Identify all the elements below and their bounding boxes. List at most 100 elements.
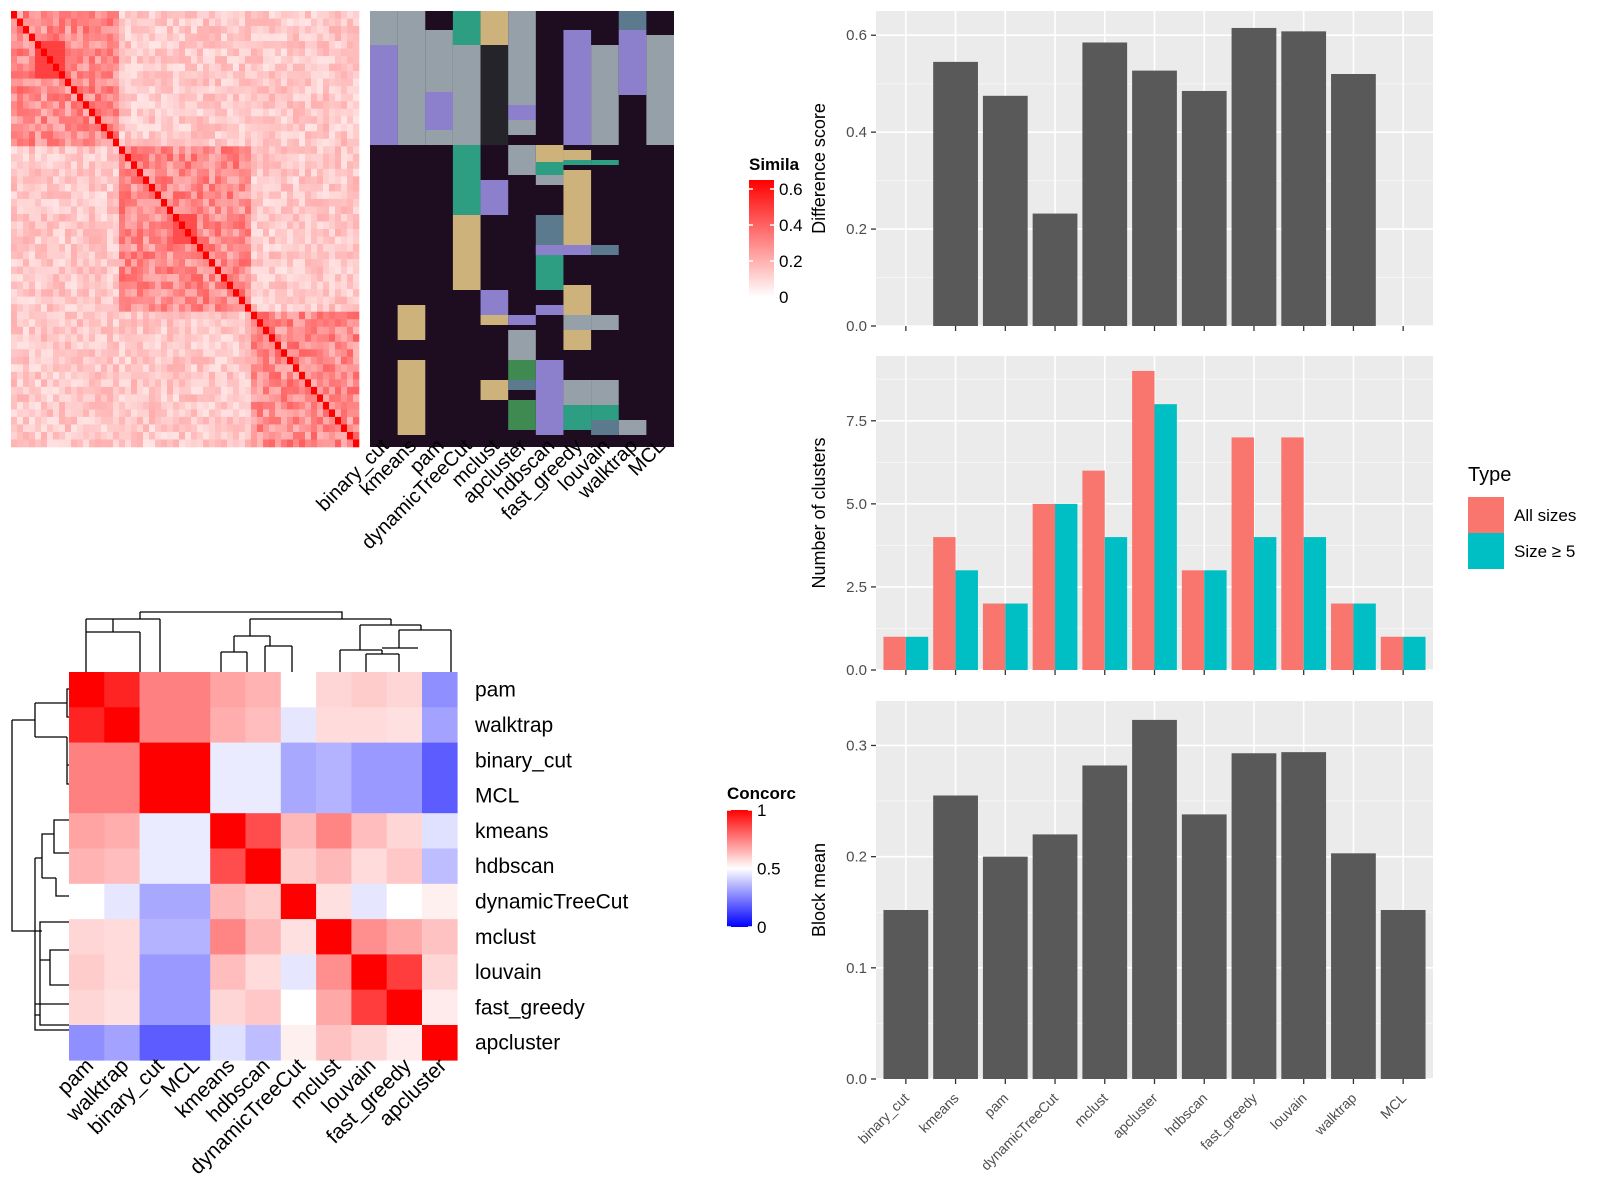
- y-axis-label: Block mean: [809, 843, 829, 937]
- similarity-cell: [221, 424, 228, 433]
- similarity-cell: [347, 93, 354, 102]
- similarity-cell: [221, 304, 228, 312]
- similarity-cell: [209, 131, 216, 140]
- similarity-cell: [125, 266, 132, 275]
- concordance-cell: [104, 848, 140, 885]
- similarity-cell: [35, 183, 42, 192]
- similarity-cell: [293, 424, 300, 433]
- membership-block: [563, 315, 592, 330]
- similarity-cell: [23, 266, 30, 275]
- similarity-cell: [155, 341, 162, 350]
- similarity-cell: [143, 281, 150, 290]
- similarity-cell: [17, 334, 24, 343]
- similarity-cell: [65, 18, 72, 27]
- similarity-cell: [89, 386, 96, 395]
- similarity-cell: [149, 401, 156, 410]
- similarity-cell: [281, 221, 288, 230]
- similarity-cell: [239, 191, 246, 200]
- similarity-cell: [47, 439, 54, 448]
- similarity-cell: [11, 259, 18, 267]
- similarity-cell: [17, 251, 24, 260]
- similarity-cell: [323, 33, 330, 42]
- concordance-row-label: fast_greedy: [475, 996, 585, 1019]
- similarity-cell: [83, 259, 90, 267]
- similarity-cell: [107, 379, 114, 388]
- similarity-cell: [311, 319, 318, 328]
- similarity-cell: [131, 266, 138, 275]
- similarity-cell: [35, 401, 42, 410]
- similarity-cell: [101, 48, 108, 57]
- similarity-cell: [245, 371, 252, 380]
- similarity-cell: [77, 108, 84, 117]
- similarity-cell: [101, 236, 108, 245]
- similarity-cell: [251, 221, 258, 230]
- similarity-cell: [203, 236, 210, 245]
- similarity-cell: [149, 296, 156, 305]
- similarity-cell: [71, 281, 78, 290]
- similarity-cell: [305, 123, 312, 132]
- similarity-cell: [251, 244, 258, 252]
- similarity-cell: [227, 439, 234, 448]
- similarity-cell: [83, 108, 90, 117]
- similarity-cell: [197, 236, 204, 245]
- similarity-cell: [125, 26, 132, 34]
- similarity-cell: [323, 326, 330, 335]
- similarity-cell: [317, 439, 324, 448]
- similarity-cell: [35, 108, 42, 117]
- similarity-cell: [209, 213, 216, 222]
- similarity-cell: [191, 146, 198, 155]
- similarity-cell: [95, 33, 102, 42]
- similarity-cell: [335, 78, 342, 87]
- similarity-cell: [239, 229, 246, 237]
- similarity-cell: [293, 206, 300, 215]
- similarity-cell: [47, 176, 54, 185]
- similarity-cell: [83, 93, 90, 102]
- similarity-cell: [65, 439, 72, 448]
- similarity-cell: [215, 349, 222, 358]
- similarity-cell: [167, 18, 174, 27]
- similarity-cell: [311, 123, 318, 132]
- membership-block: [591, 315, 619, 330]
- similarity-cell: [125, 123, 132, 132]
- similarity-cell: [35, 41, 42, 49]
- similarity-cell: [191, 386, 198, 395]
- similarity-cell: [95, 206, 102, 215]
- similarity-cell: [161, 371, 168, 380]
- similarity-cell: [155, 304, 162, 312]
- similarity-cell: [269, 229, 276, 237]
- similarity-cell: [233, 296, 240, 305]
- similarity-cell: [89, 341, 96, 350]
- similarity-cell: [185, 229, 192, 237]
- similarity-cell: [29, 386, 36, 395]
- similarity-cell: [233, 311, 240, 320]
- similarity-cell: [149, 131, 156, 140]
- concordance-cell: [104, 742, 140, 779]
- similarity-cell: [77, 371, 84, 380]
- membership-block: [535, 305, 564, 315]
- similarity-cell: [161, 251, 168, 260]
- similarity-cell: [245, 131, 252, 140]
- similarity-cell: [41, 379, 48, 388]
- concordance-cell: [351, 954, 387, 990]
- similarity-cell: [161, 221, 168, 230]
- concordance-cell: [69, 777, 105, 814]
- similarity-cell: [251, 191, 258, 200]
- similarity-cell: [191, 56, 198, 64]
- similarity-cell: [23, 183, 30, 192]
- similarity-cell: [311, 86, 318, 94]
- concordance-cell: [280, 883, 317, 920]
- similarity-cell: [173, 221, 180, 230]
- similarity-cell: [251, 289, 258, 297]
- similarity-cell: [23, 304, 30, 312]
- similarity-cell: [347, 379, 354, 388]
- similarity-cell: [299, 266, 306, 275]
- concordance-cell: [316, 813, 352, 849]
- similarity-cell: [95, 439, 102, 448]
- similarity-cell: [179, 281, 186, 290]
- similarity-cell: [65, 251, 72, 260]
- similarity-cell: [317, 371, 324, 380]
- similarity-cell: [167, 93, 174, 102]
- similarity-cell: [341, 379, 348, 388]
- similarity-cell: [347, 108, 354, 117]
- similarity-cell: [269, 146, 276, 155]
